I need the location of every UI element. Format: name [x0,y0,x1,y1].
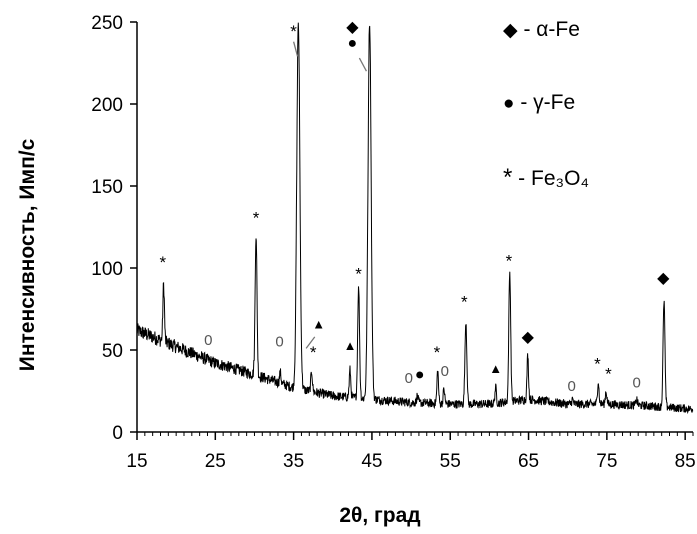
legend-label: - γ-Fe [514,91,575,114]
legend-item: ◆ - α-Fe [503,18,580,41]
legend-item: ● - γ-Fe [503,91,575,114]
spectrum-line [137,23,693,413]
peak-marker-fe3o4: * [253,209,260,228]
peak-marker-zero: 0 [405,370,413,387]
x-tick-label: 25 [205,451,226,472]
peak-annotations: * ◆●*0*0▲* ▲*0 ●*0*▲*◆0** 0◆ [160,19,671,395]
peak-marker-zero: 0 [567,378,575,395]
peak-marker-triangle: ▲ [344,338,357,353]
peak-marker-alpha-fe: ◆ [522,329,535,346]
x-axis-title: 2θ, град [339,504,420,527]
peak-marker-fe3o4: * [506,251,513,270]
peak-marker-fe3o4: * [290,22,297,41]
x-tick-label: 65 [518,451,539,472]
legend-symbol: * [503,164,512,191]
y-tick-label: 200 [91,95,123,116]
y-tick-label: 150 [91,177,123,198]
y-tick-label: 100 [91,259,123,280]
x-tick-label: 15 [126,451,147,472]
x-tick-label: 35 [283,451,304,472]
peak-marker-alpha-fe: ◆ [657,270,670,287]
legend-label: - Fe₃O₄ [512,167,589,190]
y-tick-label: 250 [91,13,123,34]
legend: ◆ - α-Fe ● - γ-Fe * - Fe₃O₄ [503,18,589,191]
peak-marker-zero: 0 [441,363,449,380]
x-tick-label: 85 [675,451,696,472]
peak-marker-fe3o4: * [605,365,612,384]
legend-item: * - Fe₃O₄ [503,164,589,191]
x-tick-label: 45 [361,451,382,472]
peak-marker-fe3o4: * [594,355,601,374]
legend-symbol: ◆ [503,20,518,41]
peak-marker-zero: 0 [275,334,283,351]
peak-marker-gamma-fe: ● [415,367,425,384]
peak-marker-fe3o4: * [434,343,441,362]
plot-area [137,23,693,413]
peak-marker-fe3o4: * [160,253,167,272]
peak-marker-fe3o4: * [355,264,362,283]
peak-marker-zero: 0 [204,332,212,349]
x-tick-label: 75 [596,451,617,472]
y-tick-label: 50 [102,341,123,362]
y-axis-title: Интенсивность, Имп/с [16,138,39,371]
x-tick-label: 55 [440,451,461,472]
legend-symbol: ● [503,93,514,114]
y-tick-label: 0 [112,423,123,444]
pointer-line [294,42,298,57]
peak-marker-alpha-fe: ◆ [346,19,359,36]
peak-marker-triangle: ▲ [489,361,502,376]
legend-label: - α-Fe [518,18,580,41]
pointer-line [359,58,366,71]
peak-marker-gamma-fe: ● [348,35,358,52]
peak-marker-zero: 0 [632,375,640,392]
peak-marker-fe3o4: * [461,292,468,311]
peak-marker-fe3o4: * [310,343,317,362]
peak-marker-triangle: ▲ [312,317,325,332]
